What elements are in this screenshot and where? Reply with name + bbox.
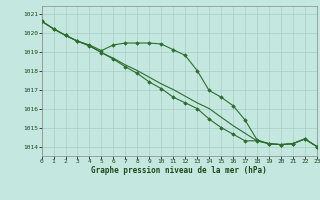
X-axis label: Graphe pression niveau de la mer (hPa): Graphe pression niveau de la mer (hPa): [91, 166, 267, 175]
